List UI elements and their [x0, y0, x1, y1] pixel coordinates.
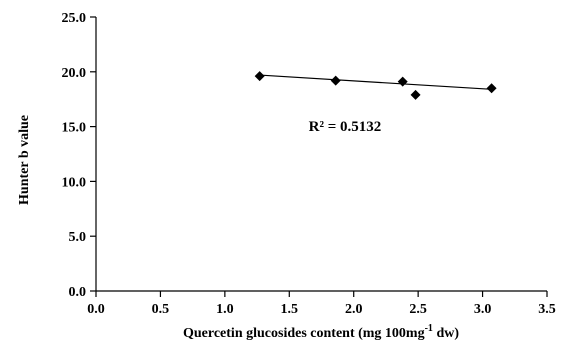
x-tick-label: 0.0 [87, 302, 105, 317]
y-tick-label: 10.0 [62, 175, 87, 190]
x-axis-title-main: Quercetin glucosides content (mg 100mg [183, 326, 425, 341]
x-tick-label: 3.0 [474, 302, 492, 317]
trendline [259, 74, 492, 90]
x-axis-title: Quercetin glucosides content (mg 100mg-1… [183, 323, 459, 341]
x-tick-label: 0.5 [152, 302, 170, 317]
data-point [486, 83, 497, 94]
x-tick-label: 1.5 [281, 302, 299, 317]
x-tick-label: 2.5 [409, 302, 427, 317]
data-point [410, 89, 421, 100]
y-tick-label: 0.0 [69, 285, 87, 300]
y-tick-label: 5.0 [69, 230, 87, 245]
x-axis-title-end: dw) [433, 326, 459, 341]
y-tick-label: 15.0 [62, 121, 87, 136]
x-axis-title-superscript: -1 [425, 323, 433, 334]
x-tick-label: 3.5 [538, 302, 556, 317]
y-tick-label: 25.0 [62, 11, 87, 26]
x-tick-label: 1.0 [216, 302, 234, 317]
data-point [330, 75, 341, 86]
y-axis-title: Hunter b value [17, 115, 32, 205]
y-axis-ticks: 0.0 5.0 10.0 15.0 20.0 25.0 [62, 11, 96, 300]
data-point [254, 71, 265, 82]
r-squared-annotation: R² = 0.5132 [309, 119, 382, 135]
x-tick-label: 2.0 [345, 302, 363, 317]
data-point [397, 76, 408, 87]
x-axis-ticks: 0.0 0.5 1.0 1.5 2.0 2.5 3.0 3.5 [87, 291, 556, 317]
y-tick-label: 20.0 [62, 66, 87, 81]
data-points [254, 71, 497, 100]
